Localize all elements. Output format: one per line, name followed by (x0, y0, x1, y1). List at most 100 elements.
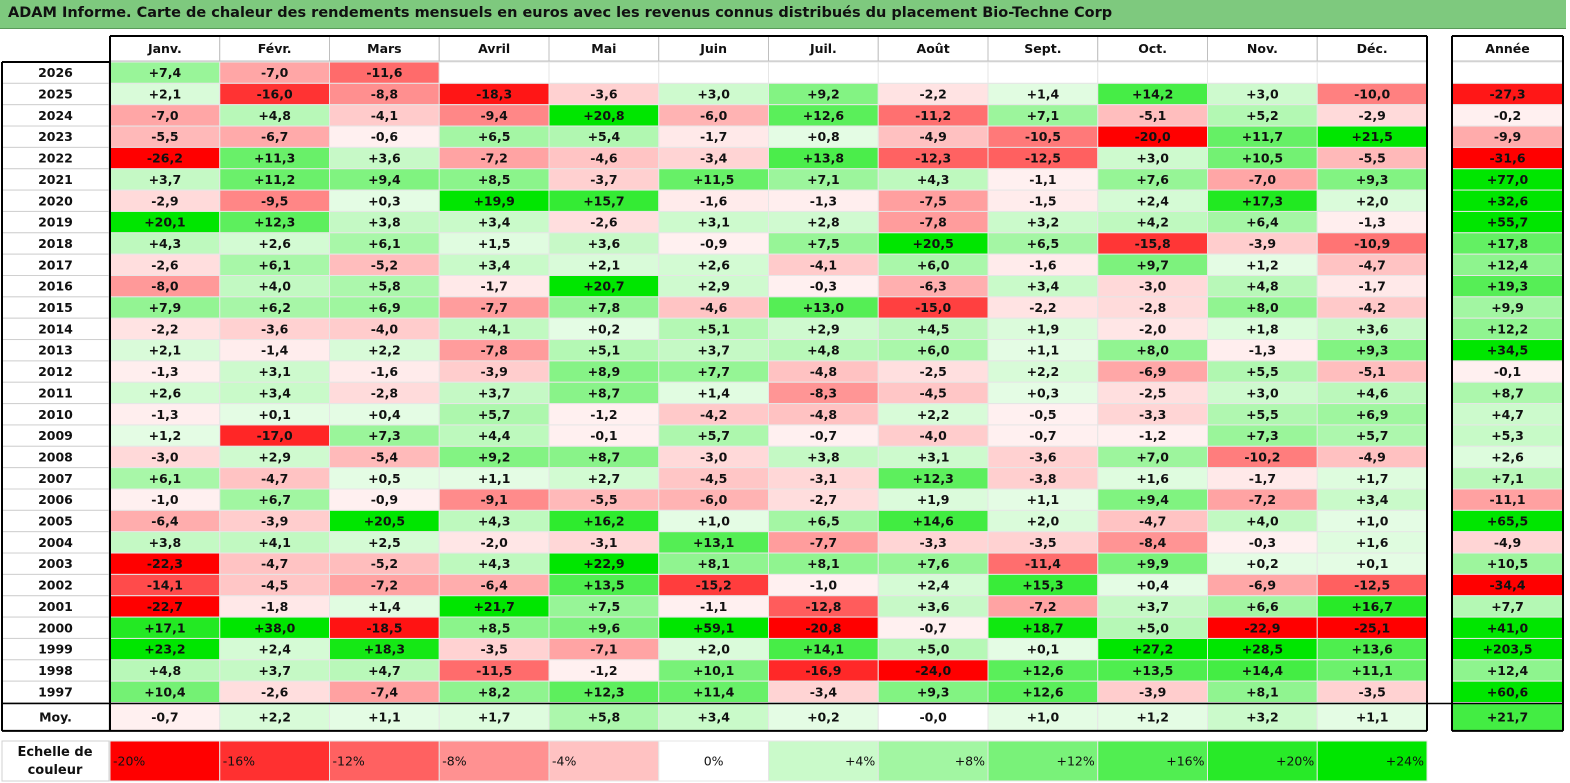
heatmap-cell-value: -1,7 (700, 129, 727, 144)
heatmap-cell-value: +4,7 (368, 663, 401, 678)
heatmap-cell-value: +7,1 (807, 172, 840, 187)
heatmap-cell-value: +4,1 (478, 321, 511, 336)
heatmap-cell-value: +2,4 (258, 642, 291, 657)
heatmap-cell-value: -9,1 (480, 492, 507, 507)
heatmap-cell-value: +1,4 (697, 385, 730, 400)
heatmap-cell-value: -7,0 (261, 65, 289, 80)
heatmap-cell-value: +3,6 (1356, 321, 1389, 336)
year-row-label: 2001 (38, 599, 73, 614)
heatmap-cell-value: -2,0 (480, 535, 508, 550)
heatmap-cell-value: -18,5 (366, 620, 402, 635)
heatmap-cell-value: -1,3 (1249, 343, 1276, 358)
year-row-label: 2010 (38, 407, 73, 422)
heatmap-cell-value: -3,0 (1139, 279, 1167, 294)
heatmap-cell-value: +9,2 (478, 449, 511, 464)
heatmap-cell-value: -3,9 (480, 364, 507, 379)
heatmap-cell-value: +12,6 (803, 108, 845, 123)
heatmap-cell-value: +19,9 (473, 193, 514, 208)
heatmap-cell-value: +9,9 (1136, 556, 1169, 571)
heatmap-cell (987, 61, 1099, 84)
year-total-value: +41,0 (1487, 620, 1529, 635)
heatmap-cell-value: -7,8 (919, 215, 946, 230)
month-header-label: Févr. (258, 41, 292, 56)
year-row-label: 2004 (38, 535, 73, 550)
month-header-label: Oct. (1138, 41, 1167, 56)
heatmap-cell-value: +1,4 (1027, 87, 1060, 102)
heatmap-cell-value: +1,9 (1027, 321, 1060, 336)
year-total-cell (1451, 61, 1564, 84)
heatmap-cell-value: +0,1 (258, 407, 291, 422)
heatmap-cell-value: -0,9 (371, 492, 398, 507)
year-total-value: +203,5 (1482, 642, 1532, 657)
heatmap-cell-value: +2,9 (807, 321, 840, 336)
heatmap-cell-value: +23,2 (144, 642, 185, 657)
heatmap-cell-value: -6,4 (480, 578, 508, 593)
heatmap-cell-value: -16,9 (805, 663, 841, 678)
heatmap-cell-value: +1,1 (1027, 343, 1060, 358)
heatmap-cell (438, 703, 550, 732)
heatmap-cell-value: +6,0 (917, 343, 950, 358)
heatmap-cell-value: -4,8 (810, 407, 837, 422)
heatmap-cell-value: +6,7 (258, 492, 291, 507)
heatmap-cell-value: -12,8 (805, 599, 841, 614)
heatmap-cell-value: -4,6 (700, 300, 728, 315)
heatmap-cell-value: -1,6 (700, 193, 728, 208)
heatmap-cell-value: +22,9 (583, 556, 624, 571)
heatmap-cell-value: +11,3 (254, 151, 295, 166)
year-total-value: -0,2 (1494, 108, 1521, 123)
heatmap-cell (877, 61, 989, 84)
heatmap-cell-value: -1,1 (1029, 172, 1056, 187)
heatmap-cell-value: +4,2 (1136, 215, 1169, 230)
heatmap-cell-value: +8,1 (697, 556, 730, 571)
year-total-value: -11,1 (1489, 492, 1525, 507)
heatmap-cell-value: -1,2 (590, 663, 617, 678)
heatmap-cell-value: +4,1 (258, 535, 291, 550)
heatmap-cell-value: -2,0 (1139, 321, 1167, 336)
heatmap-cell-value: -3,9 (1139, 684, 1166, 699)
year-total-value: +32,6 (1487, 193, 1529, 208)
heatmap-cell-value: +2,6 (258, 236, 291, 251)
heatmap-cell-value: -1,5 (1029, 193, 1056, 208)
heatmap-cell-value: -4,6 (590, 151, 618, 166)
heatmap-cell-value: +3,7 (697, 343, 730, 358)
heatmap-cell-value: -6,0 (700, 108, 728, 123)
heatmap-cell-value: -1,0 (810, 578, 838, 593)
heatmap-cell-value: +16,2 (583, 514, 624, 529)
heatmap-cell-value: +2,2 (917, 407, 950, 422)
heatmap-cell-value: +6,2 (258, 300, 291, 315)
heatmap-cell-value: -25,1 (1354, 620, 1390, 635)
color-scale-label: -8% (442, 754, 466, 769)
heatmap-cell-value: +12,6 (1022, 684, 1064, 699)
heatmap-cell-value: +15,7 (583, 193, 624, 208)
heatmap-cell-value: -7,2 (1029, 599, 1056, 614)
heatmap-cell-value: +27,2 (1132, 642, 1173, 657)
heatmap-cell-value: -1,2 (1139, 428, 1166, 443)
heatmap-cell-value: -3,6 (261, 321, 289, 336)
heatmap-cell-value: +12,3 (583, 684, 624, 699)
heatmap-cell-value: -4,1 (810, 257, 837, 272)
heatmap-cell-value: +3,4 (697, 710, 730, 725)
heatmap-cell-value: -26,2 (147, 151, 183, 166)
heatmap-cell-value: -10,0 (1354, 87, 1390, 102)
year-row-label: 1997 (38, 684, 73, 699)
heatmap-cell-value: -3,5 (480, 642, 507, 657)
heatmap-cell-value: +7,7 (697, 364, 730, 379)
heatmap-cell-value: +16,7 (1351, 599, 1392, 614)
heatmap-cell-value: -11,2 (915, 108, 951, 123)
heatmap-cell-value: -12,5 (1354, 578, 1390, 593)
color-scale-label: -20% (113, 754, 145, 769)
heatmap-cell-value: -7,0 (1249, 172, 1277, 187)
heatmap-cell-value: -12,5 (1025, 151, 1061, 166)
heatmap-cell-value: +5,2 (1246, 108, 1279, 123)
heatmap-cell-value: +3,8 (807, 449, 840, 464)
heatmap-cell-value: -7,2 (1249, 492, 1276, 507)
heatmap-cell-value: +8,9 (588, 364, 621, 379)
heatmap-cell-value: -10,2 (1244, 449, 1280, 464)
year-row-label: 2006 (38, 492, 73, 507)
heatmap-cell-value: +11,1 (1351, 663, 1392, 678)
heatmap-cell-value: +5,0 (1136, 620, 1169, 635)
heatmap-cell (1207, 61, 1318, 84)
color-scale-swatch (109, 740, 221, 782)
heatmap-cell-value: +1,1 (478, 471, 511, 486)
year-row-label: 1998 (38, 663, 73, 678)
